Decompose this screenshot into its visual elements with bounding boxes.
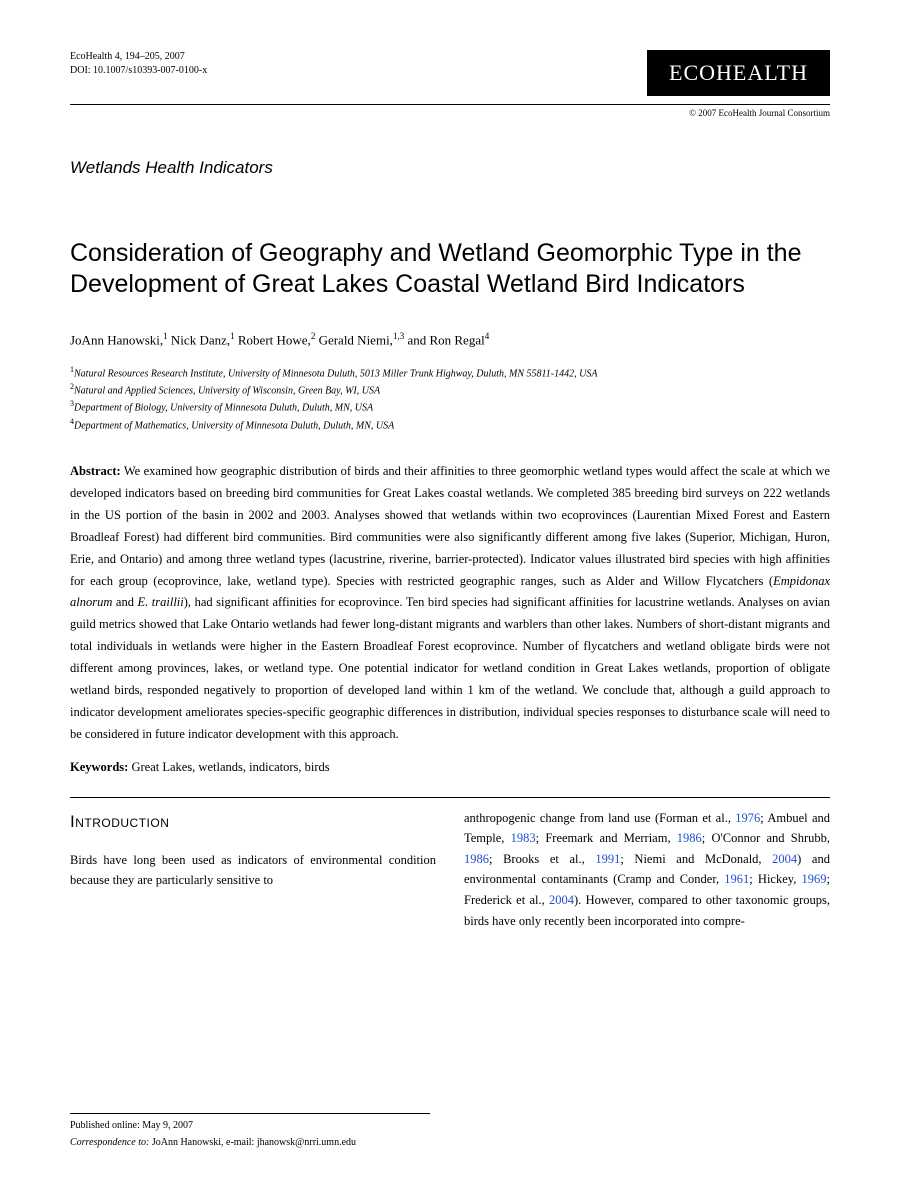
header-row: EcoHealth 4, 194–205, 2007 DOI: 10.1007/… <box>70 50 830 96</box>
affiliation-2: 2Natural and Applied Sciences, Universit… <box>70 381 830 398</box>
published-online: Published online: May 9, 2007 <box>70 1118 430 1133</box>
intro-heading: Introduction <box>70 808 436 836</box>
abstract-block: Abstract: We examined how geographic dis… <box>70 461 830 745</box>
body-columns: Introduction Birds have long been used a… <box>70 808 830 932</box>
journal-co: CO <box>683 60 716 85</box>
copyright-text: © 2007 EcoHealth Journal Consortium <box>70 108 830 118</box>
affiliations-block: 1Natural Resources Research Institute, U… <box>70 364 830 433</box>
journal-e: E <box>669 60 683 85</box>
col2-paragraph: anthropogenic change from land use (Form… <box>464 808 830 932</box>
journal-h: H <box>716 60 733 85</box>
authors-line: JoAnn Hanowski,1 Nick Danz,1 Robert Howe… <box>70 331 830 348</box>
journal-badge: ECOHEALTH <box>647 50 830 96</box>
article-title: Consideration of Geography and Wetland G… <box>70 238 830 301</box>
keywords-block: Keywords: Great Lakes, wetlands, indicat… <box>70 760 830 775</box>
column-left: Introduction Birds have long been used a… <box>70 808 436 932</box>
column-right: anthropogenic change from land use (Form… <box>464 808 830 932</box>
affiliation-1: 1Natural Resources Research Institute, U… <box>70 364 830 381</box>
correspondence: Correspondence to: JoAnn Hanowski, e-mai… <box>70 1135 430 1150</box>
keywords-text: Great Lakes, wetlands, indicators, birds <box>128 760 329 774</box>
header-divider <box>70 104 830 105</box>
abstract-label: Abstract: <box>70 464 121 478</box>
citation-line2: DOI: 10.1007/s10393-007-0100-x <box>70 64 207 78</box>
abstract-text: We examined how geographic distribution … <box>70 464 830 741</box>
col1-paragraph: Birds have long been used as indicators … <box>70 850 436 891</box>
section-label: Wetlands Health Indicators <box>70 158 830 178</box>
keywords-label: Keywords: <box>70 760 128 774</box>
footer-note: Published online: May 9, 2007 Correspond… <box>70 1113 430 1150</box>
citation-block: EcoHealth 4, 194–205, 2007 DOI: 10.1007/… <box>70 50 207 78</box>
citation-line1: EcoHealth 4, 194–205, 2007 <box>70 50 207 64</box>
affiliation-3: 3Department of Biology, University of Mi… <box>70 398 830 415</box>
intro-divider <box>70 797 830 798</box>
affiliation-4: 4Department of Mathematics, University o… <box>70 416 830 433</box>
journal-ealth: EALTH <box>733 60 808 85</box>
